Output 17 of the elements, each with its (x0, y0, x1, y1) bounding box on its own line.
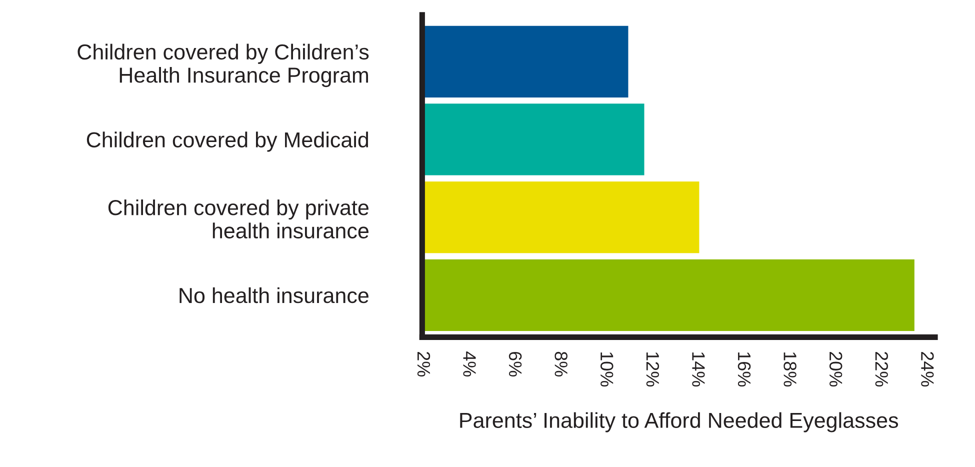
x-tick-label: 4% (463, 351, 476, 377)
x-tick-label: 22% (875, 352, 888, 387)
x-tick-label: 2% (417, 352, 430, 377)
y-tick-label: Children covered by Medicaid (86, 132, 368, 152)
x-tick-label: 12% (646, 352, 660, 387)
x-axis-title: Parents’ Inability to Afford Needed Eyeglasses (460, 412, 898, 432)
x-tick-label: 8% (554, 352, 568, 377)
y-tick-label: No health insurance (180, 287, 368, 304)
x-tick-label: 18% (784, 352, 796, 387)
x-tick-label: 16% (738, 352, 751, 387)
x-tick-label: 10% (600, 352, 614, 387)
x-tick-label: 20% (829, 352, 842, 387)
y-tick-label: Children covered by Children’s Health Insurance Program (78, 44, 369, 88)
x-tick-label: 6% (508, 352, 522, 377)
y-tick-label: Children covered by private health insurance (108, 199, 368, 238)
x-tick-label: 24% (921, 352, 934, 387)
x-tick-label: 14% (692, 352, 705, 387)
